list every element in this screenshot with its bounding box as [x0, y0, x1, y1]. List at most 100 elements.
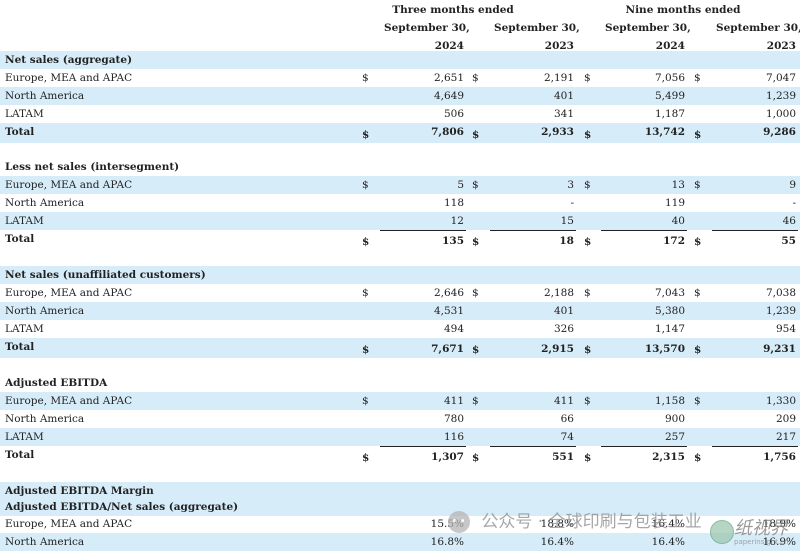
header-col-line2: 2024 — [434, 40, 464, 52]
row-label: LATAM — [5, 215, 44, 227]
table-row: North America 118 - 119 - — [0, 194, 800, 212]
value-cell: 18.8% — [540, 518, 574, 530]
watermark-logo-text: 纸视界 — [734, 518, 788, 539]
value-cell: 16.4% — [540, 536, 574, 548]
value-cell: 2,188 — [543, 287, 574, 299]
value-cell: 2,651 — [433, 72, 464, 84]
value-cell: 74 — [560, 431, 574, 443]
value-cell: 7,038 — [765, 287, 796, 299]
section-title: Adjusted EBITDA Margin — [5, 485, 154, 497]
watermark-logo-sub: paperinsight.cn — [734, 538, 789, 546]
total-row: Total $ 7,671 $ 2,915 $ 13,570 $ 9,231 — [0, 338, 800, 358]
header-period-three-months: Three months ended — [392, 4, 514, 16]
dollar-sign: $ — [362, 452, 370, 464]
value-cell: 16.8% — [430, 536, 464, 548]
dollar-sign: $ — [472, 179, 479, 191]
value-cell: 209 — [775, 413, 796, 425]
total-row: Total $ 7,806 $ 2,933 $ 13,742 $ 9,286 — [0, 123, 800, 143]
table-row: LATAM 494 326 1,147 954 — [0, 320, 800, 338]
subtotal-rule — [490, 230, 576, 231]
row-label: North America — [5, 90, 85, 102]
value-cell: 1,330 — [765, 395, 796, 407]
section-title: Net sales (aggregate) — [5, 54, 133, 66]
section-title: Less net sales (intersegment) — [5, 161, 180, 173]
subtotal-rule — [490, 446, 576, 447]
value-cell: 1,000 — [765, 108, 796, 120]
header-period-nine-months: Nine months ended — [625, 4, 741, 16]
section-title-row: Adjusted EBITDA — [0, 374, 800, 392]
value-cell: 12 — [450, 215, 464, 227]
dollar-sign: $ — [362, 129, 370, 141]
value-cell: 119 — [664, 197, 685, 209]
value-cell: 9 — [789, 179, 796, 191]
table-row: LATAM 12 15 40 46 — [0, 212, 800, 230]
value-cell: 5,380 — [654, 305, 685, 317]
dollar-sign: $ — [694, 395, 701, 407]
row-label: North America — [5, 305, 85, 317]
value-cell: 16.9% — [762, 536, 796, 548]
subtotal-rule — [712, 446, 798, 447]
table-row: North America 16.8% 16.4% 16.4% 16.9% — [0, 533, 800, 551]
value-cell: 494 — [443, 323, 464, 335]
subtotal-rule — [380, 446, 466, 447]
subtotal-rule — [712, 230, 798, 231]
table-row: North America 780 66 900 209 — [0, 410, 800, 428]
value-cell: 118 — [443, 197, 464, 209]
row-label: Europe, MEA and APAC — [5, 287, 133, 299]
section-title-row: Net sales (unaffiliated customers) — [0, 266, 800, 284]
value-cell: 1,239 — [765, 305, 796, 317]
dollar-sign: $ — [472, 236, 480, 248]
value-cell: 954 — [775, 323, 796, 335]
row-label: Total — [5, 233, 35, 245]
header-col-line2: 2024 — [655, 40, 685, 52]
section-subtitle: Adjusted EBITDA/Net sales (aggregate) — [5, 501, 239, 513]
row-label: North America — [5, 536, 85, 548]
row-label: LATAM — [5, 323, 44, 335]
table-row: North America 4,649 401 5,499 1,239 — [0, 87, 800, 105]
value-cell: 135 — [442, 235, 464, 247]
dollar-sign: $ — [694, 344, 702, 356]
value-cell: 341 — [553, 108, 574, 120]
value-cell: 15 — [560, 215, 574, 227]
value-cell: 2,933 — [541, 126, 574, 138]
value-cell: - — [570, 197, 574, 209]
value-cell: - — [792, 197, 796, 209]
row-label: Europe, MEA and APAC — [5, 395, 133, 407]
row-label: Europe, MEA and APAC — [5, 179, 133, 191]
section-title-row: Net sales (aggregate) — [0, 51, 800, 69]
value-cell: 4,531 — [433, 305, 464, 317]
row-label: LATAM — [5, 108, 44, 120]
value-cell: 5,499 — [654, 90, 685, 102]
value-cell: 5 — [457, 179, 464, 191]
value-cell: 1,147 — [654, 323, 685, 335]
dollar-sign: $ — [694, 236, 702, 248]
value-cell: 2,315 — [652, 451, 685, 463]
value-cell: 2,191 — [543, 72, 574, 84]
header-col-line1: September 30, — [384, 22, 470, 34]
row-label: Total — [5, 449, 35, 461]
value-cell: 13,742 — [644, 126, 685, 138]
table-row: LATAM 506 341 1,187 1,000 — [0, 105, 800, 123]
dollar-sign: $ — [694, 287, 701, 299]
dollar-sign: $ — [584, 129, 592, 141]
value-cell: 1,307 — [431, 451, 464, 463]
dollar-sign: $ — [362, 179, 369, 191]
table-row: Europe, MEA and APAC 15.5% 18.8% 16.4% 1… — [0, 515, 800, 533]
dollar-sign: $ — [362, 395, 369, 407]
header-col-line1: September 30, — [494, 22, 580, 34]
value-cell: 551 — [552, 451, 574, 463]
value-cell: 40 — [671, 215, 685, 227]
row-label: LATAM — [5, 431, 44, 443]
value-cell: 16.4% — [651, 518, 685, 530]
value-cell: 3 — [567, 179, 574, 191]
value-cell: 411 — [553, 395, 574, 407]
table-row: Europe, MEA and APAC $ 2,651 $ 2,191 $ 7… — [0, 69, 800, 87]
value-cell: 18.9% — [762, 518, 796, 530]
dollar-sign: $ — [584, 179, 591, 191]
total-row: Total $ 1,307 $ 551 $ 2,315 $ 1,756 — [0, 446, 800, 466]
header-col-9m-2023: September 30, 2023 — [716, 21, 800, 53]
value-cell: 1,756 — [763, 451, 796, 463]
value-cell: 9,286 — [763, 126, 796, 138]
value-cell: 257 — [664, 431, 685, 443]
row-label: Europe, MEA and APAC — [5, 518, 133, 530]
